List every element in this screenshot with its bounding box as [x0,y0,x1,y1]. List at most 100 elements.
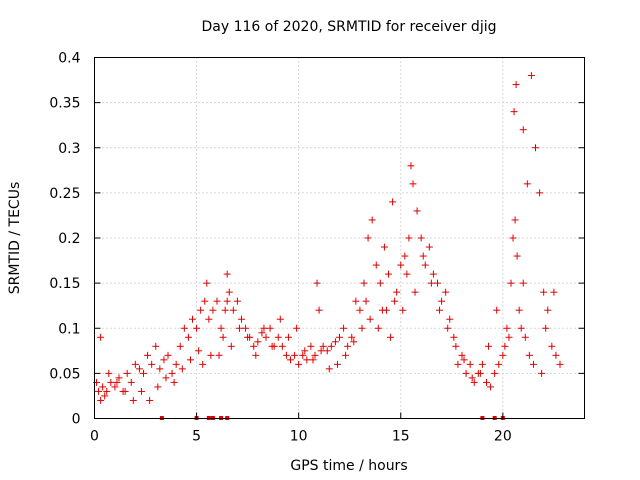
y-axis-label: SRMTID / TECUs [7,182,23,295]
data-point [168,369,176,377]
data-point [293,324,301,332]
grid [94,57,585,419]
data-point [538,369,546,377]
data-point [233,297,241,305]
data-point [483,378,490,386]
data-point [342,351,350,359]
data-point [344,342,352,350]
data-point [170,378,178,386]
data-point [323,347,331,355]
data-point [164,351,172,359]
data-point [225,288,233,296]
data-point [319,342,327,350]
data-point [97,333,105,341]
x-axis-label: GPS time / hours [290,458,407,474]
data-point [107,378,115,386]
data-point [511,216,519,224]
data-point [103,387,111,395]
data-point [250,342,258,350]
data-point [517,324,525,332]
data-point [446,315,454,323]
x-tick-label: 10 [290,429,308,445]
data-point [532,144,539,152]
data-point [148,360,156,368]
data-point [172,360,180,368]
data-point [501,342,509,350]
data-point [468,374,476,382]
data-point [462,369,470,377]
data-point [478,360,486,368]
data-point [399,306,407,314]
data-point [550,288,558,296]
data-point [374,324,382,332]
data-point [115,374,123,382]
data-point [95,387,103,395]
data-point [238,315,245,323]
data-point [434,279,441,287]
data-point [113,378,121,386]
data-point [295,360,303,368]
data-point [203,279,211,287]
data-point [307,342,315,350]
data-point [523,180,531,188]
data-point [413,207,421,215]
data-point [427,279,435,287]
data-point [454,360,462,368]
data-point [184,333,192,341]
y-axis: 0 0.05 0.1 0.15 0.2 0.25 0.3 0.35 0.4 [49,51,585,428]
data-point [452,342,460,350]
data-point [362,297,370,305]
data-point [403,270,411,278]
x-axis: 0 5 10 15 20 [90,412,512,445]
y-tick-label: 0.3 [58,141,80,157]
data-points [93,72,564,404]
data-point [242,324,250,332]
data-point [207,351,215,359]
data-point [201,297,209,305]
data-point [380,243,388,251]
data-point [358,324,366,332]
data-point [195,347,203,355]
data-point [205,315,213,323]
data-point [215,351,223,359]
data-point [303,356,311,364]
data-point [458,351,466,359]
data-point [309,356,317,364]
data-point [127,378,135,386]
y-tick-label: 0.1 [58,321,80,337]
data-point [325,365,333,373]
y-tick-label: 0.15 [49,276,80,292]
data-point [513,252,521,260]
data-point [521,333,529,341]
data-point [356,306,364,314]
data-point [327,342,335,350]
y-tick-label: 0.4 [58,51,80,67]
data-point [99,383,107,391]
data-point [254,338,262,346]
data-point [340,324,348,332]
data-point [425,243,433,251]
data-point [266,324,274,332]
x-tick-label: 5 [192,429,201,445]
data-point [364,234,372,242]
data-point [372,261,380,269]
data-point [429,270,437,278]
data-point [421,261,429,269]
y-tick-label: 0.35 [49,96,80,112]
data-point [313,279,321,287]
data-point [252,351,260,359]
data-point [193,324,201,332]
data-point [176,342,184,350]
data-point [189,315,196,323]
data-point [131,360,139,368]
data-point [287,356,294,364]
y-tick-label: 0.2 [58,231,80,247]
data-point [476,369,484,377]
x-tick-label: 20 [494,429,512,445]
data-point [391,297,399,305]
data-point [152,342,160,350]
data-point [336,333,343,341]
data-point [499,351,507,359]
data-point [223,297,231,305]
chart-title: Day 116 of 2020, SRMTID for receiver dji… [202,19,497,35]
